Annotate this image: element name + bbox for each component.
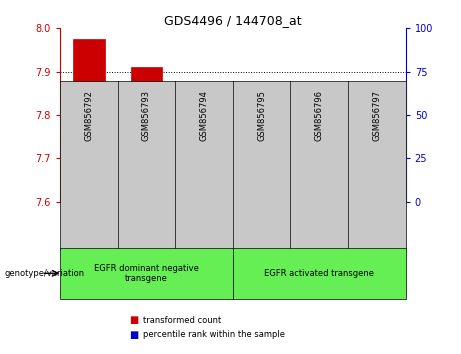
Text: GSM856795: GSM856795	[257, 90, 266, 141]
Bar	[130, 67, 162, 202]
Bar	[188, 182, 220, 202]
Text: ■: ■	[129, 330, 138, 339]
Text: GSM856792: GSM856792	[84, 90, 93, 141]
Text: EGFR activated transgene: EGFR activated transgene	[264, 269, 374, 278]
Point	[315, 116, 323, 121]
Text: EGFR dominant negative
transgene: EGFR dominant negative transgene	[94, 264, 199, 283]
Text: GSM856796: GSM856796	[315, 90, 324, 141]
Text: GSM856797: GSM856797	[372, 90, 381, 141]
Point	[142, 114, 150, 120]
Title: GDS4496 / 144708_at: GDS4496 / 144708_at	[164, 14, 301, 27]
Point	[200, 126, 207, 132]
Bar	[361, 192, 393, 202]
Point	[373, 124, 381, 130]
Text: ■: ■	[129, 315, 138, 325]
Bar	[303, 117, 335, 202]
Text: transformed count: transformed count	[143, 316, 221, 325]
Point	[258, 114, 266, 120]
Text: percentile rank within the sample: percentile rank within the sample	[143, 330, 285, 339]
Bar	[246, 96, 278, 202]
Text: genotype/variation: genotype/variation	[5, 269, 85, 278]
Text: GSM856793: GSM856793	[142, 90, 151, 141]
Bar	[73, 39, 105, 202]
Bar	[233, 248, 406, 299]
Point	[85, 114, 92, 120]
Text: GSM856794: GSM856794	[200, 90, 208, 141]
Bar	[60, 248, 233, 299]
